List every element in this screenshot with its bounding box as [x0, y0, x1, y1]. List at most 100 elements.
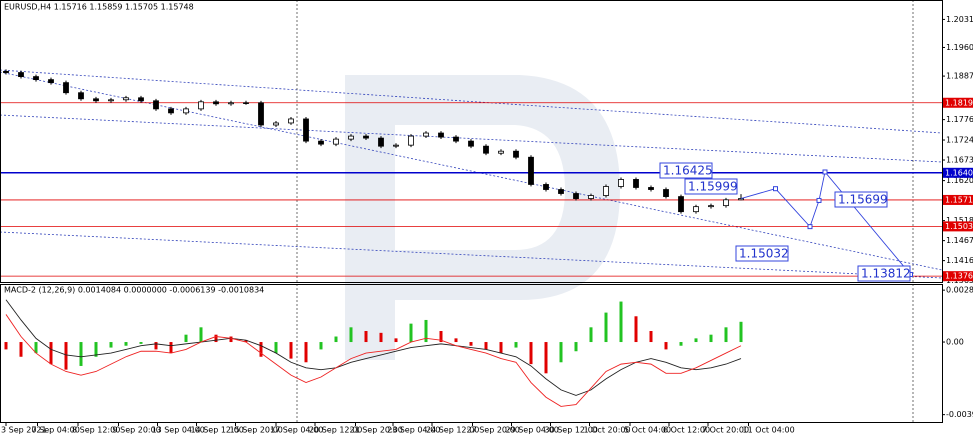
macd-bar: [289, 342, 293, 359]
main-frame: [0, 0, 943, 283]
candle-body: [348, 135, 354, 140]
macd-bar: [634, 316, 638, 343]
forecast-point: [807, 224, 813, 230]
y-tick-label: 1.14675: [946, 236, 973, 245]
level-tag: [943, 97, 973, 108]
macd-bar: [304, 342, 308, 363]
x-tick-label: 9 Sep 20:00: [113, 426, 161, 435]
candle-body: [723, 199, 729, 207]
y-tick-label: 1.14165: [946, 256, 973, 265]
macd-bar: [454, 338, 458, 343]
candle-body: [663, 189, 669, 197]
x-tick-label: 14 Sep 12:00: [191, 426, 244, 435]
x-tick-label: 17 Sep 04:00: [270, 426, 323, 435]
candle-body: [63, 82, 69, 94]
macd-label: MACD-2 (12,26,9) 0.0014084 0.0000000 -0.…: [4, 286, 264, 295]
macd-bar: [334, 336, 338, 343]
macd-bar: [364, 331, 368, 343]
y-tick-label: 1.15185: [946, 216, 973, 225]
macd-bar: [499, 342, 503, 354]
level-tag: [943, 221, 973, 232]
x-tick-label: 29 Sep 04:00: [506, 426, 559, 435]
candle-body: [708, 205, 714, 208]
macd-bar: [244, 340, 248, 343]
macd-line: [5, 299, 742, 396]
candle-body: [18, 72, 24, 77]
level-tag: [943, 194, 973, 205]
macd-bar: [229, 336, 233, 343]
watermark: [345, 75, 620, 360]
candle-body: [438, 132, 444, 138]
level-label: 1.15712: [945, 195, 973, 204]
level-label: 1.15038: [945, 222, 973, 231]
candle-body: [543, 184, 549, 190]
macd-bar: [184, 334, 188, 343]
forecast-point: [822, 169, 828, 175]
candle-body: [498, 150, 504, 154]
x-tick-label: 5 Oct 04:00: [624, 426, 671, 435]
forecast-label-box: [735, 245, 789, 262]
macd-line: [5, 314, 742, 407]
macd-bar: [574, 342, 578, 352]
y-tick-label: 1.19600: [946, 43, 973, 52]
candle-body: [738, 198, 744, 201]
macd-bar: [34, 342, 38, 354]
candle-body: [528, 156, 534, 185]
header: EURUSD,H4 1.15716 1.15859 1.15705 1.1574…: [4, 3, 194, 12]
macd-bar: [529, 342, 533, 365]
macd-bar: [109, 342, 113, 348]
macd-bar: [349, 327, 353, 343]
frames: [0, 0, 943, 423]
forecast-point: [816, 197, 822, 203]
candle-body: [513, 150, 519, 158]
candle-body: [153, 100, 159, 110]
forecast-point: [773, 186, 778, 192]
y-tick-label: 1.17240: [946, 136, 973, 145]
forecast-label-box: [834, 191, 888, 208]
level-label: 1.18190: [945, 98, 973, 107]
macd-bar: [589, 327, 593, 343]
x-tick-label: 11 Oct 04:00: [743, 426, 795, 435]
level-tag: [943, 271, 973, 282]
macd-bar: [544, 342, 548, 374]
macd-bar: [559, 342, 563, 363]
macd-bar: [649, 331, 653, 343]
macd-bar: [49, 342, 53, 365]
macd-bar: [739, 321, 743, 343]
x-tick-label: 8 Sep 12:00: [72, 426, 120, 435]
x-tick-label: 20 Sep 12:00: [309, 426, 362, 435]
candle-body: [633, 179, 639, 188]
candle-body: [363, 135, 369, 139]
y-tick-label: 1.20315: [946, 15, 973, 24]
forecast-label-box: [684, 178, 738, 195]
x-tick-label: 21 Sep 20:00: [350, 426, 403, 435]
macd-bar: [319, 342, 323, 350]
macd-bar: [214, 334, 218, 343]
x-tick-label: 7 Sep 04:00: [32, 426, 80, 435]
y-tick-label: -0.003946: [946, 410, 973, 419]
x-tick-label: 27 Sep 20:00: [467, 426, 520, 435]
x-tick-label: 3 Sep 2021: [1, 426, 47, 435]
candle-body: [228, 102, 234, 105]
channel-line: [0, 231, 943, 279]
forecast-path: [740, 170, 911, 275]
macd-bar: [679, 342, 683, 346]
candle-body: [78, 92, 84, 100]
candle-body: [618, 179, 624, 187]
macd-bar: [619, 301, 623, 343]
macd-bar: [604, 312, 608, 343]
candle-body: [108, 99, 114, 102]
macd-bar: [424, 319, 428, 343]
candle-body: [123, 97, 129, 101]
x-tick-label: 30 Sep 12:00: [545, 426, 598, 435]
macd-bar: [469, 342, 473, 346]
candle-body: [453, 136, 459, 142]
macd-bar: [394, 338, 398, 343]
candle-body: [423, 132, 429, 137]
candle-body: [468, 140, 474, 147]
macd-bar: [694, 338, 698, 343]
candle-body: [318, 140, 324, 145]
macd-bar: [199, 327, 203, 343]
level-label: 1.13769: [945, 272, 973, 281]
